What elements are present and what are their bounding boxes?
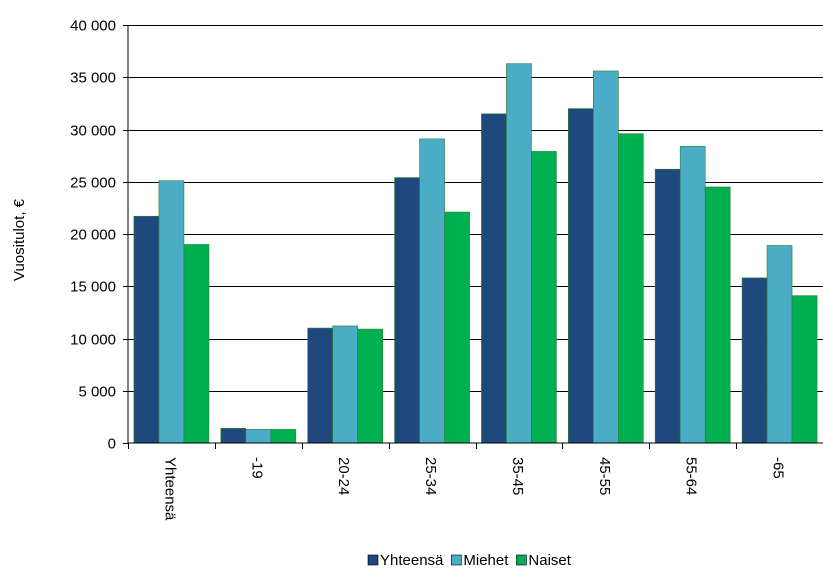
gridlines (128, 25, 823, 392)
bar-naiset (183, 244, 210, 444)
legend-swatch (367, 554, 379, 566)
bar-yhteensä (568, 108, 594, 444)
legend-label: Miehet (463, 552, 509, 569)
bar-naiset (357, 328, 383, 444)
y-tick-label: 40 000 (70, 18, 116, 35)
bar-miehet (679, 145, 706, 444)
x-tick-labels: Yhteensä -19 20-24 25-34 35-45 45-55 55-64 -65 (128, 443, 787, 521)
bar-yhteensä (307, 327, 333, 444)
bar-yhteensä (133, 215, 160, 444)
bar-yhteensä (220, 428, 247, 444)
bar-naiset (618, 133, 644, 444)
bar-miehet (332, 325, 358, 444)
y-axis-label: Vuositulot, € (11, 198, 28, 281)
bar-miehet (766, 245, 793, 444)
legend-swatch (451, 554, 462, 566)
y-tick-labels: 0 5 000 10 000 15 000 20 000 25 000 30 000 35 0… (70, 18, 128, 453)
x-tick-label: 25-34 (422, 457, 439, 495)
bars (133, 63, 818, 444)
bar-miehet (506, 63, 532, 444)
y-tick-label: 25 000 (70, 175, 116, 192)
x-tick-label: 20-24 (335, 457, 352, 495)
bar-yhteensä (654, 168, 681, 444)
bar-yhteensä (741, 277, 768, 444)
bar-naiset (704, 186, 731, 444)
bar-naiset (531, 151, 557, 444)
bar-naiset (791, 295, 818, 444)
y-tick-label: 20 000 (70, 227, 116, 244)
legend-swatch (516, 554, 527, 566)
y-tick-label: 10 000 (70, 332, 116, 349)
legend: Yhteensä Miehet Naiset (367, 552, 572, 569)
y-tick-label: 15 000 (70, 279, 116, 296)
x-tick-label: 55-64 (683, 457, 700, 495)
legend-label: Naiset (528, 552, 571, 569)
bar-naiset (444, 211, 470, 444)
bar-miehet (593, 70, 619, 444)
x-tick-label: -65 (770, 457, 787, 479)
x-tick-label: 35-45 (509, 457, 526, 495)
y-tick-label: 0 (108, 436, 116, 453)
bar-yhteensä (481, 113, 507, 444)
y-tick-label: 35 000 (70, 70, 116, 87)
x-tick-label: Yhteensä (161, 457, 178, 521)
bar-miehet (158, 180, 185, 444)
y-tick-label: 30 000 (70, 123, 116, 140)
x-tick-label: -19 (248, 457, 265, 479)
legend-label: Yhteensä (380, 552, 444, 569)
bar-naiset (270, 429, 297, 444)
bar-yhteensä (394, 177, 420, 444)
x-tick-label: 45-55 (596, 457, 613, 495)
y-tick-label: 5 000 (78, 384, 116, 401)
bar-miehet (419, 138, 445, 444)
bar-miehet (245, 429, 272, 444)
